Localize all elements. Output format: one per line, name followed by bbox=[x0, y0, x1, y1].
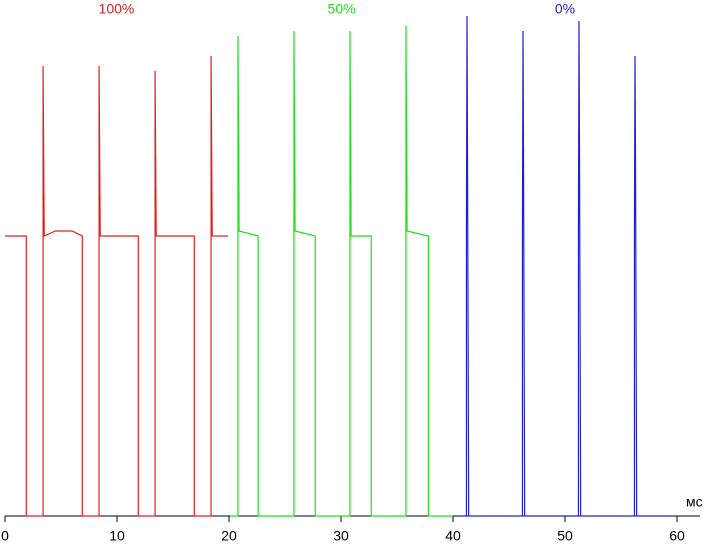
x-tick-label: 30 bbox=[333, 528, 349, 544]
series-line bbox=[5, 55, 228, 517]
series-label: 50% bbox=[328, 1, 356, 17]
x-tick-label: 10 bbox=[109, 528, 125, 544]
x-tick-label: 0 bbox=[1, 528, 9, 544]
series-line bbox=[453, 15, 677, 517]
series-line bbox=[230, 25, 453, 517]
x-tick-label: 50 bbox=[557, 528, 573, 544]
x-tick-label: 40 bbox=[445, 528, 461, 544]
series-label: 0% bbox=[555, 1, 575, 17]
series-label: 100% bbox=[99, 1, 135, 17]
x-tick-label: 60 bbox=[669, 528, 685, 544]
x-axis-label: мс bbox=[686, 494, 703, 510]
x-tick-label: 20 bbox=[221, 528, 237, 544]
